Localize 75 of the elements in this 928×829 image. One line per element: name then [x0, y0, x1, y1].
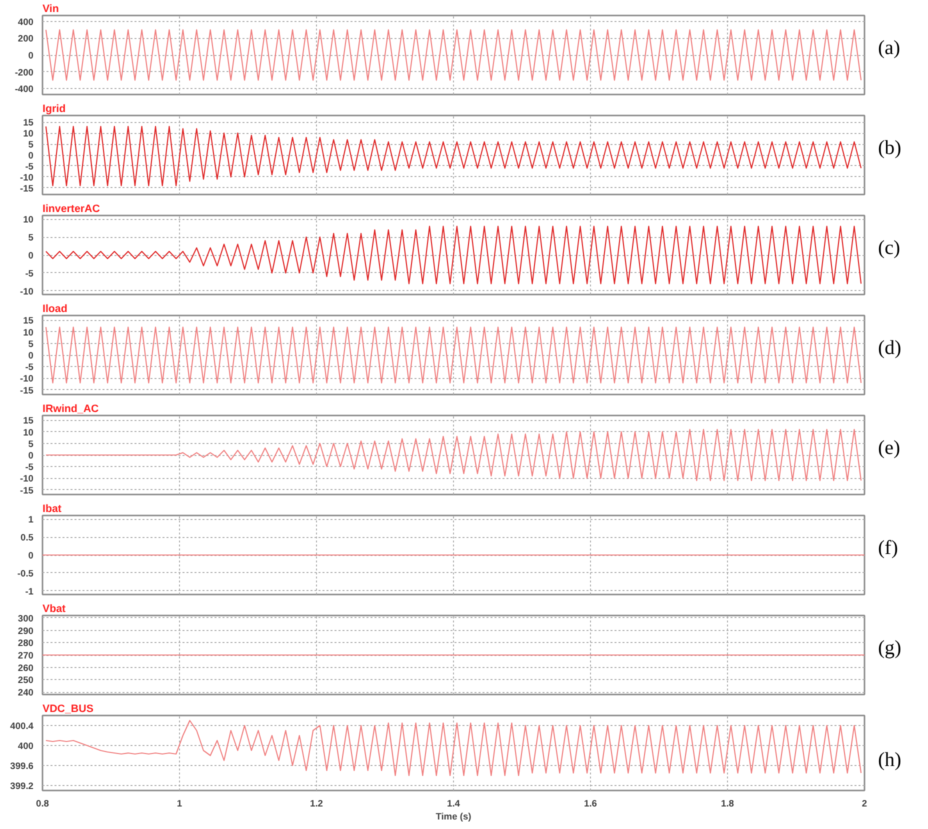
x-tick-label: 2 [862, 798, 868, 808]
y-tick-label: 5 [28, 140, 34, 150]
y-tick-label: -5 [25, 161, 34, 172]
y-tick-label: 399.2 [10, 781, 34, 791]
x-tick-label: 1.4 [447, 798, 461, 808]
text: (d) [878, 336, 902, 361]
y-tick-label: 5 [28, 338, 34, 349]
y-tick-label: 250 [18, 675, 34, 686]
y-tick-label: 280 [18, 638, 34, 648]
y-tick-label: 400 [18, 741, 34, 751]
x-tick-label: 1.8 [721, 798, 734, 808]
line-series [45, 226, 862, 284]
y-tick-label: 10 [23, 327, 34, 338]
line-series [45, 428, 862, 482]
y-tick-label: 290 [18, 626, 34, 636]
y-tick-label: 5 [28, 438, 34, 449]
y-tick-label: 0 [28, 350, 34, 360]
line-series [45, 720, 862, 776]
text: (b) [878, 136, 902, 161]
chart-title: Vbat [42, 603, 66, 615]
chart-title: Vin [42, 3, 59, 15]
x-tick-label: 1.6 [584, 798, 597, 808]
y-tick-label: 0 [28, 50, 34, 60]
text: (e) [878, 436, 900, 461]
y-tick-label: -10 [20, 286, 34, 296]
x-tick-label: 0.8 [36, 798, 49, 808]
y-tick-label: 0.5 [20, 532, 34, 543]
y-tick-label: -0.5 [17, 568, 34, 578]
line-series [45, 126, 862, 186]
y-tick-label: 0 [28, 450, 34, 460]
y-tick-label: 270 [18, 650, 34, 660]
text: (g) [878, 636, 902, 661]
chart-title: Iload [42, 303, 68, 315]
y-tick-label: -5 [25, 462, 34, 472]
y-tick-label: -1 [25, 586, 34, 596]
y-tick-label: 400.4 [10, 721, 34, 731]
y-tick-label: 240 [18, 688, 34, 698]
x-tick-label: 1.2 [310, 798, 323, 808]
y-tick-label: -15 [20, 485, 34, 496]
y-tick-label: -400 [14, 84, 34, 94]
y-tick-label: 0 [28, 550, 34, 560]
chart-title: IinverterAC [42, 203, 100, 215]
chart-title: IRwind_AC [42, 403, 100, 415]
y-tick-label: 399.6 [10, 761, 34, 771]
chart-title: Ibat [42, 503, 62, 515]
y-tick-label: 0 [28, 250, 34, 260]
y-tick-label: -15 [20, 183, 34, 194]
y-tick-label: -5 [25, 268, 34, 278]
y-tick-label: -15 [20, 385, 34, 396]
chart-title: Igrid [42, 103, 66, 115]
y-tick-label: 10 [23, 128, 34, 139]
y-tick-label: 5 [28, 232, 34, 243]
chart-title: VDC_BUS [42, 703, 94, 715]
y-tick-label: -10 [20, 374, 34, 384]
y-tick-label: -10 [20, 172, 34, 182]
y-tick-label: 10 [23, 427, 34, 438]
y-tick-label: 1 [28, 514, 34, 525]
y-tick-label: 15 [23, 416, 34, 426]
y-tick-label: -5 [25, 362, 34, 372]
x-axis-title: Time (s) [436, 812, 472, 822]
y-tick-label: 15 [23, 316, 34, 326]
y-tick-label: -10 [20, 474, 34, 484]
x-tick-label: 1 [176, 798, 182, 808]
y-tick-label: 0 [28, 150, 34, 160]
text: (f) [878, 536, 898, 561]
text: (c) [878, 236, 900, 261]
text: (a) [878, 36, 900, 61]
y-tick-label: 15 [23, 118, 34, 128]
y-tick-label: 300 [18, 613, 34, 624]
y-tick-label: 260 [18, 662, 34, 673]
y-tick-label: -200 [14, 67, 34, 78]
y-tick-label: 10 [23, 214, 34, 225]
text: (h) [878, 748, 902, 773]
y-tick-label: 400 [18, 16, 34, 27]
y-tick-label: 200 [18, 34, 34, 44]
